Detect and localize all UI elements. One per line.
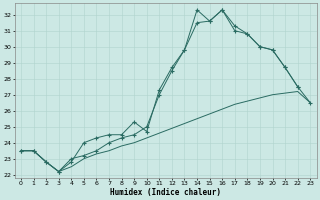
X-axis label: Humidex (Indice chaleur): Humidex (Indice chaleur) [110, 188, 221, 197]
